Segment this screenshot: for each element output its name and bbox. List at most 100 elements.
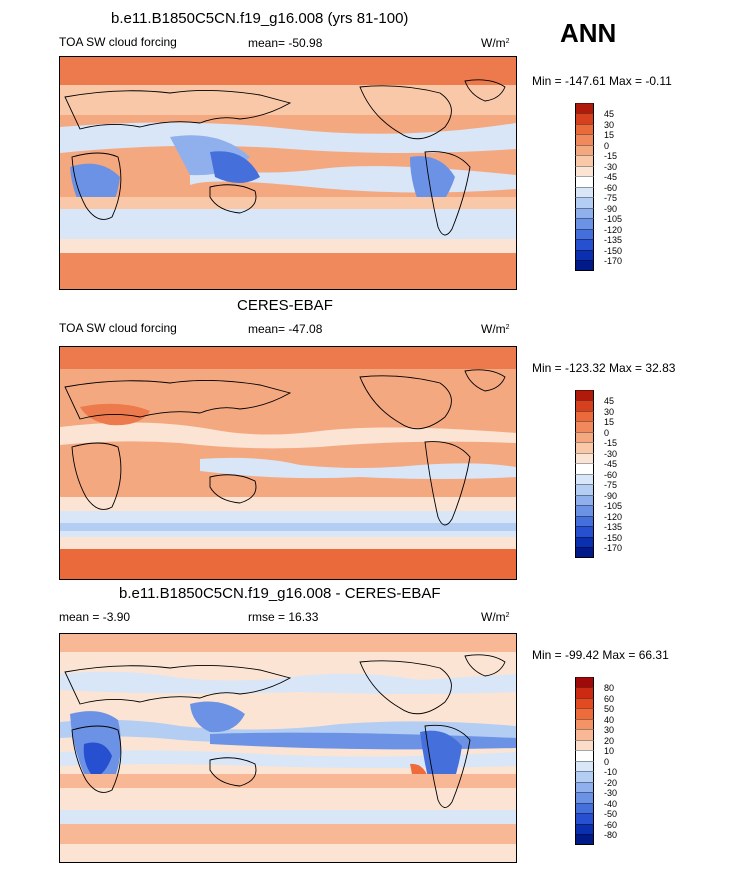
panel-2-colorbar-box [575, 505, 594, 516]
panel-1-colorbar-box [575, 144, 594, 156]
panel-1-colorbar-box [575, 103, 594, 114]
panel-3-colorbar-box [575, 718, 594, 730]
panel-1-colorbar-box [575, 113, 594, 124]
panel-1-colorbar-label: -30 [604, 162, 618, 172]
panel-2-colorbar-label: -90 [604, 491, 618, 501]
panel-2-colorbar-label: 30 [604, 407, 615, 417]
panel-3-colorbar-box [575, 687, 594, 698]
panel-2-colorbar-label: 0 [604, 428, 610, 438]
panel-2-colorbar-box [575, 452, 594, 464]
panel-3-colorbar-box [575, 792, 594, 803]
season-label: ANN [560, 18, 617, 48]
panel-2-colorbar-label: -135 [604, 522, 623, 532]
panel-1-field [60, 57, 516, 289]
panel-3-colorbar-label: -50 [604, 809, 618, 819]
panel-3-colorbar-label: 80 [604, 683, 615, 693]
panel-1-colorbar-box [575, 197, 594, 208]
panel-3-colorbar-box [575, 781, 594, 793]
panel-2-colorbar-box [575, 484, 594, 495]
panel-2-colorbar-label: -75 [604, 480, 618, 490]
panel-1-map [59, 56, 517, 290]
panel-3-colorbar-label: 20 [604, 736, 615, 746]
panel-2-colorbar-box [575, 463, 594, 474]
panel-1-colorbar-label: -135 [604, 235, 623, 245]
panel-2-title: CERES-EBAF [237, 297, 333, 314]
panel-3-colorbar-label: -30 [604, 788, 618, 798]
panel-1-colorbar-label: -170 [604, 256, 623, 266]
panel-3-colorbar-label: 0 [604, 757, 610, 767]
panel-1-colorbar-label: 45 [604, 109, 615, 119]
panel-2-colorbar-box [575, 431, 594, 443]
panel-2-colorbar-box [575, 390, 594, 401]
panel-3-colorbar-box [575, 750, 594, 761]
panel-1-colorbar-label: -105 [604, 214, 623, 224]
panel-3-minmax: Min = -99.42 Max = 66.31 [532, 648, 669, 662]
panel-3-colorbar-label: -80 [604, 830, 618, 840]
panel-2-colorbar-label: -60 [604, 470, 618, 480]
panel-2-minmax: Min = -123.32 Max = 32.83 [532, 361, 676, 375]
panel-1-colorbar-box [575, 239, 594, 250]
panel-1-colorbar-box [575, 165, 594, 177]
panel-3-title: b.e11.B1850C5CN.f19_g16.008 - CERES-EBAF [119, 585, 441, 602]
panel-1-colorbar-box [575, 134, 594, 145]
panel-2-colorbar-label: -45 [604, 459, 618, 469]
panel-3-colorbar-box [575, 760, 594, 772]
panel-2-mean-label: mean= -47.08 [248, 322, 323, 336]
panel-1-colorbar-label: -60 [604, 183, 618, 193]
panel-1-colorbar-box [575, 123, 594, 135]
panel-1-colorbar-label: 30 [604, 120, 615, 130]
panel-3-colorbar-label: 60 [604, 694, 615, 704]
panel-3-colorbar-label: -20 [604, 778, 618, 788]
panel-1-colorbar-label: 15 [604, 130, 615, 140]
panel-3-rmse-label: rmse = 16.33 [248, 610, 319, 624]
panel-2-colorbar-label: -30 [604, 449, 618, 459]
panel-1-colorbar-label: -90 [604, 204, 618, 214]
panel-3-colorbar-label: 50 [604, 704, 615, 714]
panel-1-colorbar-box [575, 176, 594, 187]
panel-2-colorbar-box [575, 410, 594, 422]
panel-1-variable-label: TOA SW cloud forcing [59, 35, 177, 49]
panel-3-colorbar-label: 40 [604, 715, 615, 725]
panel-3-mean-label: mean = -3.90 [59, 610, 131, 624]
panel-3-colorbar-label: 10 [604, 746, 615, 756]
panel-2-field [60, 347, 516, 579]
panel-2-colorbar-box [575, 526, 594, 537]
panel-2-colorbar-label: -150 [604, 533, 623, 543]
panel-3-colorbar-box [575, 813, 594, 824]
panel-3-colorbar-box [575, 739, 594, 751]
panel-2-colorbar-label: 15 [604, 417, 615, 427]
panel-1-colorbar-label: -15 [604, 151, 618, 161]
panel-2-colorbar-label: 45 [604, 396, 615, 406]
panel-3-colorbar-box [575, 677, 594, 688]
panel-1-colorbar-box [575, 249, 594, 261]
panel-1-colorbar [575, 103, 594, 271]
panel-2-colorbar-label: -15 [604, 438, 618, 448]
panel-2-variable-label: TOA SW cloud forcing [59, 321, 177, 335]
panel-3-colorbar-box [575, 708, 594, 719]
panel-1-mean-label: mean= -50.98 [248, 36, 323, 50]
panel-2-colorbar-label: -105 [604, 501, 623, 511]
panel-1-colorbar-label: -45 [604, 172, 618, 182]
panel-1-colorbar-label: -150 [604, 246, 623, 256]
panel-2-colorbar-box [575, 400, 594, 411]
panel-1-minmax: Min = -147.61 Max = -0.11 [532, 74, 672, 88]
panel-3-colorbar [575, 677, 594, 845]
panel-3-colorbar-label: -60 [604, 820, 618, 830]
panel-3-colorbar-box [575, 834, 594, 845]
panel-3-field [60, 634, 516, 862]
panel-2-colorbar-box [575, 442, 594, 453]
panel-2-colorbar-label: -120 [604, 512, 623, 522]
panel-2-map [59, 346, 517, 580]
panel-1-colorbar-label: -120 [604, 225, 623, 235]
panel-3-units: W/m2 [481, 610, 510, 624]
panel-3-colorbar-box [575, 823, 594, 835]
panel-1-colorbar-box [575, 207, 594, 219]
panel-2-colorbar-box [575, 515, 594, 527]
panel-1-title: b.e11.B1850C5CN.f19_g16.008 (yrs 81-100) [111, 10, 409, 27]
panel-1-colorbar-box [575, 228, 594, 240]
panel-2-colorbar-box [575, 421, 594, 432]
panel-3-colorbar-label: -40 [604, 799, 618, 809]
panel-2-colorbar-box [575, 536, 594, 548]
panel-1-colorbar-box [575, 186, 594, 198]
panel-1-colorbar-box [575, 218, 594, 229]
